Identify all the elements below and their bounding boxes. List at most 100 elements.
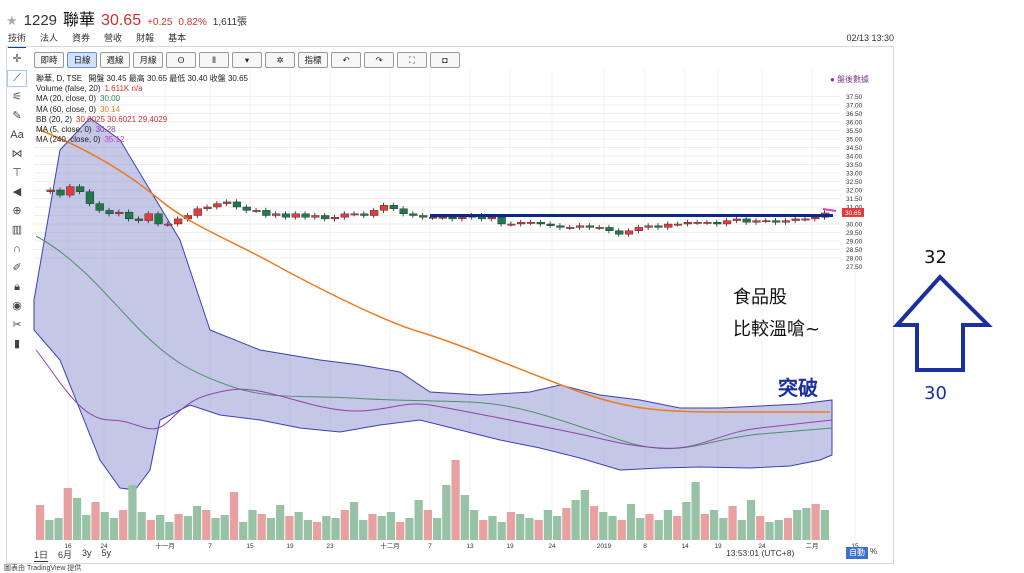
volume-bar <box>146 520 156 540</box>
range-5y[interactable]: 5y <box>101 548 112 558</box>
eye-icon[interactable]: ◉ <box>12 300 22 312</box>
price-scale-label: 31.50 <box>846 196 863 203</box>
interval-day-button[interactable]: 日線 <box>67 52 97 68</box>
legend-ma60[interactable]: MA (60, close, 0) <box>36 104 97 114</box>
volume-bar <box>451 460 460 540</box>
volume-bar <box>266 518 276 540</box>
camera-icon[interactable]: ◘ <box>430 52 460 68</box>
favorite-star-icon[interactable]: ★ <box>6 13 18 28</box>
range-3y[interactable]: 3y <box>82 548 92 558</box>
candle-body <box>664 223 673 228</box>
quote-datetime: 02/13 13:30 <box>846 33 894 43</box>
auto-scale-button[interactable]: 自動 <box>846 547 868 559</box>
price-scale-label: 32.50 <box>846 179 863 186</box>
fib-icon[interactable]: ⚟ <box>12 91 22 103</box>
volume-bar <box>728 506 737 540</box>
chart-tool-icon[interactable]: ▥ <box>11 224 23 236</box>
remove-drawings-icon[interactable]: ✂ <box>12 319 22 331</box>
legend-ma240[interactable]: MA (240, close, 0) <box>36 135 101 145</box>
candle-body <box>115 211 124 215</box>
pen-lock-icon[interactable]: ✐ <box>12 262 22 274</box>
legend-volume[interactable]: Volume (false, 20) <box>36 84 101 94</box>
volume-bar <box>571 500 580 540</box>
range-6m[interactable]: 6月 <box>58 550 73 560</box>
price-scale-label: 27.50 <box>846 264 863 271</box>
tab-financials[interactable]: 財報 <box>136 33 155 43</box>
candle-body <box>517 222 526 225</box>
brush-icon[interactable]: ✎ <box>12 110 22 122</box>
zoom-icon[interactable]: ⊕ <box>12 205 22 217</box>
legend-ma20[interactable]: MA (20, close, 0) <box>36 94 97 104</box>
tab-fundamentals[interactable]: 基本 <box>168 33 187 43</box>
volume-bar <box>506 512 516 540</box>
candle-body <box>703 222 712 224</box>
time-axis-label: 23 <box>326 543 334 550</box>
text-tool-icon[interactable]: Aa <box>10 129 24 141</box>
dropdown-icon[interactable]: ▾ <box>232 52 262 68</box>
crosshair-icon[interactable]: ✛ <box>12 53 22 65</box>
compare-icon[interactable]: ʘ <box>166 52 196 68</box>
interval-week-button[interactable]: 週線 <box>100 52 130 68</box>
volume-bar <box>479 520 488 540</box>
magnet-icon[interactable]: ∩ <box>13 243 21 255</box>
range-1d[interactable]: 1日 <box>34 550 49 562</box>
trendline-icon[interactable]: ⟋ <box>7 70 27 87</box>
candle-body <box>438 216 447 219</box>
measure-icon[interactable]: ⊤ <box>12 167 22 179</box>
price-scale-label: 36.00 <box>846 120 863 127</box>
volume-bar <box>617 520 626 540</box>
volume-bar <box>303 520 312 540</box>
percent-scale-button[interactable]: % <box>870 547 878 556</box>
tab-margin[interactable]: 資券 <box>72 33 91 43</box>
time-axis-label: 24 <box>100 543 108 550</box>
volume-bar <box>183 516 192 540</box>
lock-icon[interactable]: 🔒︎ <box>14 281 20 293</box>
drawing-toolbar: ✛ ⟋ ⚟ ✎ Aa ⋈ ⊤ ◀ ⊕ ▥ ∩ ✐ 🔒︎ ◉ ✂ ▮ <box>6 52 28 352</box>
time-axis-label: 24 <box>548 543 556 550</box>
pattern-icon[interactable]: ⋈ <box>11 148 23 160</box>
tab-technical[interactable]: 技術 <box>8 31 27 48</box>
legend-bb[interactable]: BB (20, 2) <box>36 114 73 124</box>
volume-bar <box>654 520 663 540</box>
candle-body <box>370 210 379 216</box>
arrow-left-icon[interactable]: ◀ <box>12 186 22 198</box>
legend-ma240-value: 35.12 <box>104 135 125 145</box>
redo-icon[interactable]: ↷ <box>364 52 394 68</box>
volume-bar <box>72 498 82 540</box>
undo-icon[interactable]: ↶ <box>331 52 361 68</box>
candle-body <box>144 213 153 221</box>
price-scale-label: 29.00 <box>846 239 863 246</box>
tab-revenue[interactable]: 營收 <box>104 33 123 43</box>
volume-bar <box>442 485 451 540</box>
volume-bar <box>543 510 553 540</box>
legend-ma5[interactable]: MA (5, close, 0) <box>36 125 92 135</box>
volume-bar <box>285 516 294 540</box>
after-hours-link[interactable]: ● 盤後數據 <box>830 75 870 84</box>
volume-bar <box>174 514 183 540</box>
interval-minute-button[interactable]: 即時 <box>34 52 64 68</box>
volume-bar <box>691 482 700 540</box>
volume-total: 1,611張 <box>212 17 248 28</box>
volume-bar <box>54 518 63 540</box>
settings-icon[interactable]: ✲ <box>265 52 295 68</box>
candle-type-icon[interactable]: ⫴ <box>199 52 229 68</box>
candle-body <box>644 225 653 228</box>
candle-body <box>585 225 594 228</box>
trash-icon[interactable]: ▮ <box>13 338 21 350</box>
candle-body <box>801 218 810 221</box>
candle-body <box>360 213 369 216</box>
legend-ma5-value: 30.28 <box>95 125 116 135</box>
volume-bar <box>783 518 793 540</box>
volume-bar <box>488 516 497 540</box>
volume-bar <box>45 520 54 540</box>
volume-bar <box>202 510 211 540</box>
fullscreen-icon[interactable]: ⛶ <box>397 52 427 68</box>
stock-name: 聯華 <box>63 12 96 29</box>
indicators-button[interactable]: 指標 <box>298 52 328 68</box>
candle-body <box>673 223 683 226</box>
tab-institutional[interactable]: 法人 <box>40 33 59 43</box>
candle-body <box>281 213 291 218</box>
interval-month-button[interactable]: 月線 <box>133 52 163 68</box>
candle-body <box>164 223 173 226</box>
